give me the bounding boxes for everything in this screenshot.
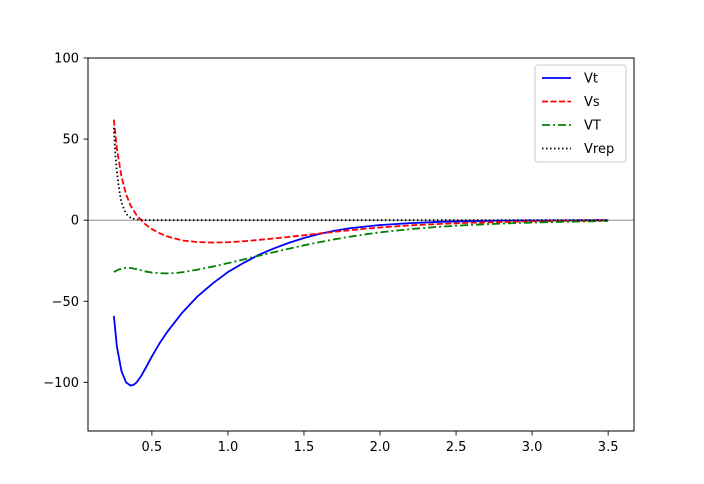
x-tick-label: 1.5	[294, 440, 315, 455]
y-tick-label: 50	[62, 133, 79, 148]
legend-label-vt: Vt	[584, 72, 598, 87]
plot-frame	[87, 57, 635, 432]
plot-layer	[88, 119, 634, 387]
series-line-vt	[113, 220, 609, 275]
legend-label-vrep: Vrep	[584, 142, 614, 157]
y-tick-label: 100	[54, 52, 79, 67]
series-line-vt	[112, 219, 609, 387]
y-tick-label: −100	[43, 376, 79, 391]
series-line-vs	[112, 119, 609, 244]
x-tick-label: 2.0	[370, 440, 391, 455]
axes-layer: 0.5 1.0 1.5 2.0 2.5 3.0 3.5 100 50 0 −50 −100	[43, 52, 635, 455]
x-tick-label: 3.0	[522, 440, 543, 455]
x-tick-label: 3.5	[598, 440, 619, 455]
legend-label-vt: VT	[584, 119, 601, 134]
x-tick-label: 2.5	[446, 440, 467, 455]
legend: Vt Vs VT Vrep	[534, 64, 627, 163]
series-line-vrep	[112, 127, 609, 222]
y-tick-label: −50	[52, 295, 79, 310]
legend-label-vs: Vs	[584, 95, 600, 110]
legend-box	[534, 64, 627, 163]
x-tick-label: 1.0	[218, 440, 239, 455]
y-tick-label: 0	[71, 214, 79, 229]
x-tick-label: 0.5	[142, 440, 163, 455]
